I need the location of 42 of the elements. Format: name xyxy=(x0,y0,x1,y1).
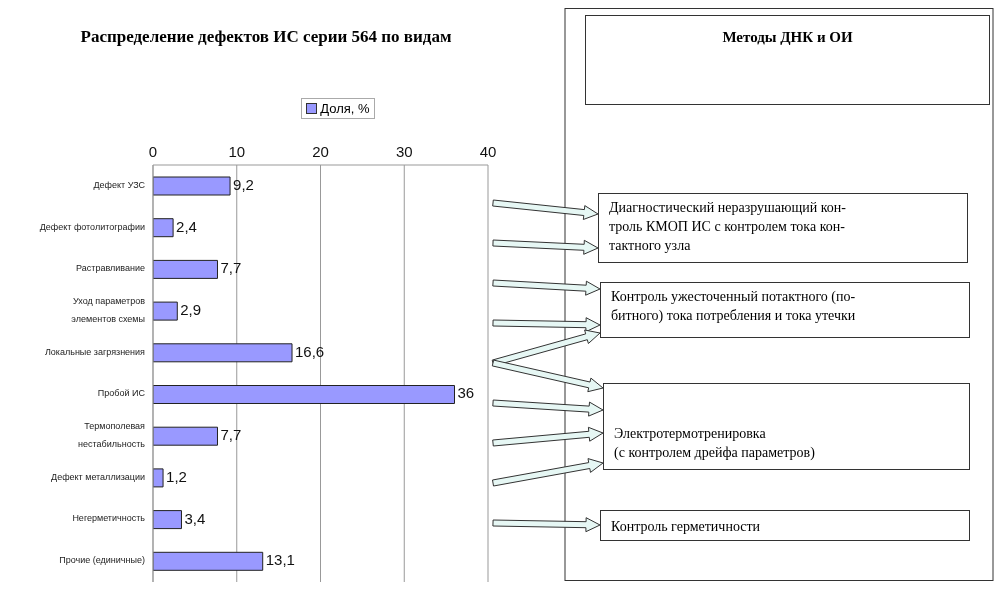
y-tick-label: Дефект УЗС xyxy=(93,180,146,191)
data-label: 9,2 xyxy=(233,175,254,193)
data-label: 7,7 xyxy=(220,426,242,444)
y-tick-label: Дефект фотолитографии xyxy=(39,221,145,232)
bar xyxy=(153,510,182,530)
data-label: 13,1 xyxy=(265,551,295,569)
bar xyxy=(153,426,218,446)
data-label: 2,4 xyxy=(176,217,197,235)
bar xyxy=(153,259,218,279)
bar xyxy=(153,176,231,196)
bar xyxy=(153,385,455,404)
data-label: 2,9 xyxy=(180,301,202,319)
bar xyxy=(153,343,293,363)
y-tick-label: Прочие (единичные) xyxy=(59,555,145,566)
bar xyxy=(153,218,174,238)
y-tick-label: Дефект металлизации xyxy=(51,472,145,483)
text: Электротермотренировка (с контролем дрейфа параметров) xyxy=(614,425,816,462)
legend-label: Доля, % xyxy=(301,98,375,119)
data-label: 3,4 xyxy=(184,509,206,527)
bar xyxy=(153,301,178,321)
data-label: 1,2 xyxy=(166,467,187,485)
data-label: 36 xyxy=(457,384,475,402)
x-tick-label: 20 xyxy=(312,143,329,160)
y-tick-label: Пробой ИС xyxy=(97,388,146,399)
chart-title: Распределение дефектов ИС серии 564 по видам xyxy=(79,26,453,48)
y-tick-label: Негерметичность xyxy=(72,513,146,524)
x-tick-label: 40 xyxy=(479,143,497,160)
text: Методы ДНК и ОИ xyxy=(721,28,854,47)
x-tick-label: 30 xyxy=(395,143,413,160)
text: Контроль герметичности xyxy=(611,518,762,536)
text: Диагностический неразрушающий кон- троль КМОП ИС с контролем тока кон- тактного узла xyxy=(609,199,847,255)
y-tick-label: Уход параметров элементов схемы xyxy=(71,296,146,325)
y-tick-label: Термополевая нестабильность xyxy=(78,421,146,450)
x-tick-label: 0 xyxy=(148,143,158,160)
data-label: 16,6 xyxy=(295,342,325,360)
bar xyxy=(153,551,264,571)
y-tick-label: Растравливание xyxy=(76,263,145,274)
data-label: 7,7 xyxy=(220,259,242,277)
x-tick-label: 10 xyxy=(228,143,246,160)
bar xyxy=(153,468,164,488)
text: Контроль ужесточенный потактного (по- битного) тока потребления и тока утечки xyxy=(611,288,857,325)
y-tick-label: Локальные загрязнения xyxy=(44,347,146,358)
